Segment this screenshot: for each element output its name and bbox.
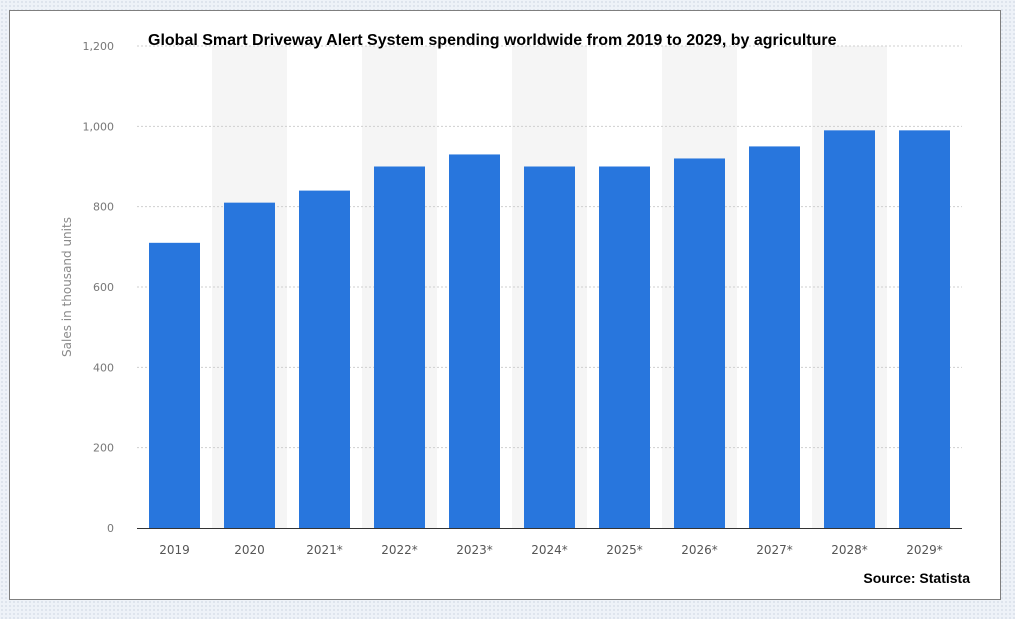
bar <box>899 130 950 528</box>
bar <box>449 154 500 528</box>
source-label: Source: Statista <box>863 570 970 586</box>
chart-frame: 0 200 400 600 800 1,000 1,200 2019 2020 2021* 202… <box>9 10 1001 600</box>
y-tick-label: 600 <box>93 281 114 294</box>
y-tick-label: 1,000 <box>83 120 115 133</box>
bar <box>824 130 875 528</box>
bar <box>224 202 275 528</box>
y-tick-label: 800 <box>93 201 114 214</box>
bar <box>524 166 575 528</box>
x-tick-label: 2019 <box>159 543 190 557</box>
x-tick-label: 2022* <box>381 543 418 557</box>
bar <box>374 166 425 528</box>
x-tick-label: 2021* <box>306 543 343 557</box>
bar-chart: 0 200 400 600 800 1,000 1,200 2019 2020 2021* 202… <box>60 32 970 586</box>
x-tick-label: 2026* <box>681 543 718 557</box>
y-tick-label: 1,200 <box>83 40 115 53</box>
y-tick-label: 400 <box>93 361 114 374</box>
bar <box>149 242 200 529</box>
bar <box>299 190 350 528</box>
bar <box>674 158 725 528</box>
x-tick-label: 2028* <box>831 543 868 557</box>
y-axis-label: Sales in thousand units <box>60 217 74 357</box>
x-tick-label: 2027* <box>756 543 793 557</box>
y-tick-label: 200 <box>93 442 114 455</box>
x-tick-label: 2020 <box>234 543 265 557</box>
chart-title: Global Smart Driveway Alert System spend… <box>148 32 837 49</box>
x-tick-label: 2029* <box>906 543 943 557</box>
x-tick-label: 2023* <box>456 543 493 557</box>
bar <box>749 146 800 528</box>
y-tick-label: 0 <box>107 522 114 535</box>
x-tick-label: 2024* <box>531 543 568 557</box>
x-tick-label: 2025* <box>606 543 643 557</box>
bar <box>599 166 650 528</box>
